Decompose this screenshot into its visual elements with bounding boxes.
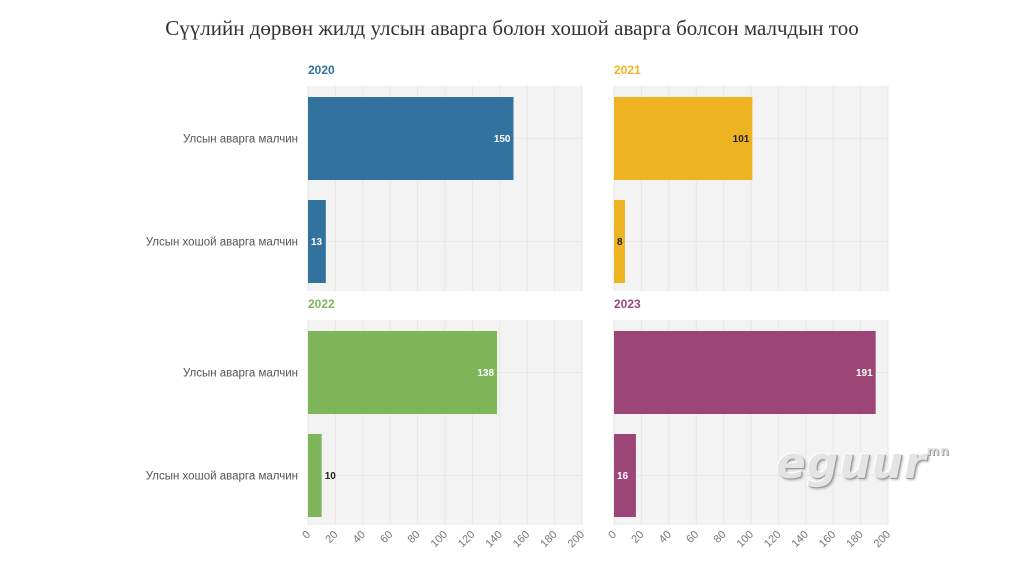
x-tick-label: 160 [817,529,838,550]
x-tick-label: 60 [378,529,395,546]
x-tick-label: 200 [872,529,893,550]
x-tick-label: 140 [483,529,504,550]
category-label: Улсын аварга малчин [183,134,298,146]
x-tick-label: 120 [456,529,477,550]
x-tick-label: 180 [538,529,559,550]
panel-year-label: 2023 [614,297,641,311]
bar-2020-хошой [308,200,326,283]
x-tick-label: 80 [712,529,729,546]
panel-year-label: 2022 [308,297,335,311]
data-label: 8 [617,237,623,248]
bar-2023-хошой [614,434,636,517]
panel-year-label: 2021 [614,63,641,77]
bar-2021-хошой [614,200,625,283]
data-label: 101 [733,134,750,145]
category-label: Улсын аварга малчин [183,368,298,380]
bar-2022-хошой [308,434,322,517]
x-tick-label: 100 [429,529,450,550]
bar-2020-aварга [308,97,514,180]
x-tick-label: 140 [789,529,810,550]
x-tick-label: 0 [300,529,313,542]
x-tick-label: 20 [323,529,340,546]
x-tick-label: 40 [351,529,368,546]
category-label: Улсын хошой аварга малчин [146,471,298,483]
chart-title: Сүүлийн дөрвөн жилд улсын аварга болон х… [165,16,859,40]
data-label: 191 [856,368,873,379]
data-label: 10 [325,471,337,482]
data-label: 16 [617,471,629,482]
data-label: 150 [494,134,511,145]
eguur-watermark-logo: eguurmn [776,438,950,489]
bar-2023-aварга [614,331,876,414]
data-label: 138 [477,368,494,379]
x-tick-label: 160 [511,529,532,550]
bar-2021-aварга [614,97,753,180]
x-tick-label: 200 [566,529,587,550]
x-tick-label: 100 [735,529,756,550]
x-tick-label: 0 [606,529,619,542]
panel-year-label: 2020 [308,63,335,77]
x-tick-label: 60 [684,529,701,546]
x-tick-label: 40 [657,529,674,546]
bar-2022-aварга [308,331,498,414]
x-tick-label: 180 [844,529,865,550]
x-tick-label: 20 [629,529,646,546]
x-tick-label: 120 [762,529,783,550]
x-tick-label: 80 [406,529,423,546]
data-label: 13 [311,237,323,248]
category-label: Улсын хошой аварга малчин [146,237,298,249]
